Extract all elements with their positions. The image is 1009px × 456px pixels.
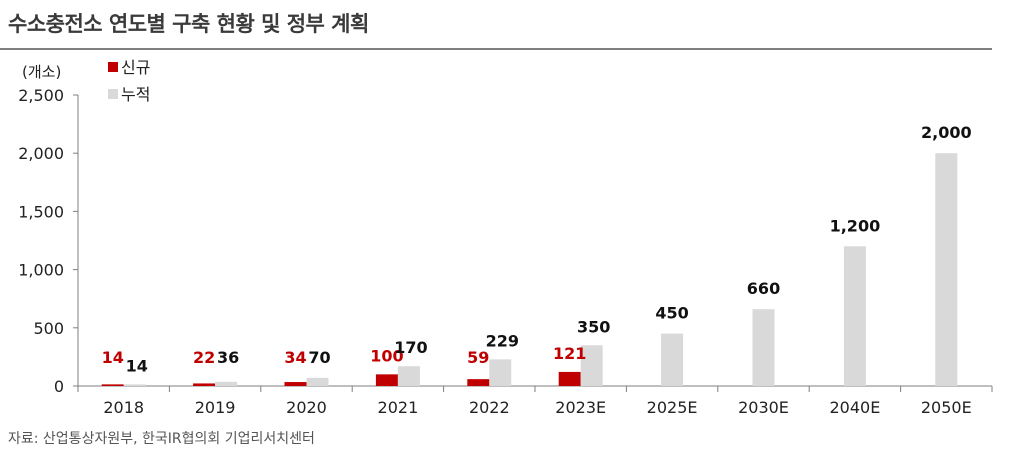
data-label-new: 22: [193, 348, 215, 367]
bars: [101, 153, 958, 386]
data-label-new: 100: [370, 346, 403, 365]
data-label-cumulative: 170: [394, 338, 427, 357]
bar-cumulative: [306, 377, 329, 386]
bar-new: [558, 371, 581, 386]
bar-cumulative: [123, 384, 146, 386]
bar-new: [101, 384, 124, 386]
y-tick-label: 1,500: [18, 202, 64, 221]
chart-title: 수소충전소 연도별 구축 현황 및 정부 계획: [8, 12, 369, 36]
data-label-new: 121: [553, 344, 586, 363]
x-tick-label: 2021: [378, 398, 419, 417]
bar-new: [467, 379, 490, 386]
x-tick-label: 2025E: [647, 398, 698, 417]
bar-cumulative: [752, 309, 775, 386]
data-label-cumulative: 350: [577, 317, 610, 336]
y-axis: 0 500 1,000 1,500 2,000 2,500 (개소): [18, 63, 79, 396]
data-label-cumulative: 36: [217, 348, 239, 367]
legend-label-new: 신규: [121, 58, 150, 77]
y-axis-unit: (개소): [22, 63, 61, 81]
bar-new: [284, 382, 307, 386]
x-tick-label: 2050E: [921, 398, 972, 417]
bar-cumulative: [843, 246, 866, 386]
bar-cumulative: [580, 345, 603, 386]
data-label-cumulative: 660: [747, 279, 780, 298]
x-tick-label: 2030E: [738, 398, 789, 417]
bar-cumulative: [215, 381, 238, 386]
legend-swatch-cumulative: [108, 89, 118, 99]
data-label-new: 34: [284, 348, 306, 367]
x-tick-label: 2018: [103, 398, 144, 417]
data-label-cumulative: 1,200: [830, 216, 881, 235]
x-tick-label: 2023E: [555, 398, 606, 417]
data-label-cumulative: 450: [655, 304, 688, 323]
data-label-cumulative: 2,000: [921, 123, 972, 142]
source-note: 자료: 산업통상자원부, 한국IR협의회 기업리서치센터: [8, 431, 315, 447]
x-tick-label: 2020: [286, 398, 327, 417]
x-tick-label: 2019: [195, 398, 236, 417]
y-tick-label: 2,000: [18, 144, 64, 163]
y-tick-label: 1,000: [18, 261, 64, 280]
x-axis: 2018 2019 2020 2021 2022 2023E 2025E 2030E 2040E…: [77, 385, 993, 417]
y-tick-label: 2,500: [18, 86, 64, 105]
bar-cumulative: [397, 366, 420, 386]
x-tick-label: 2022: [469, 398, 510, 417]
data-label-new: 59: [467, 348, 489, 367]
bar-new: [193, 383, 216, 386]
x-tick-label: 2040E: [829, 398, 880, 417]
legend-swatch-new: [108, 62, 118, 72]
legend-label-cumulative: 누적: [121, 85, 150, 104]
data-label-new: 14: [102, 348, 124, 367]
y-tick-label: 0: [54, 377, 64, 396]
data-label-cumulative: 229: [486, 331, 519, 350]
title-divider: [0, 48, 992, 50]
data-label-cumulative: 14: [126, 356, 148, 375]
y-tick-label: 500: [33, 319, 64, 338]
bar-cumulative: [661, 333, 684, 386]
data-label-cumulative: 70: [308, 348, 330, 367]
bar-cumulative: [489, 359, 512, 386]
bar-cumulative: [935, 153, 958, 386]
bar-new: [375, 374, 398, 386]
